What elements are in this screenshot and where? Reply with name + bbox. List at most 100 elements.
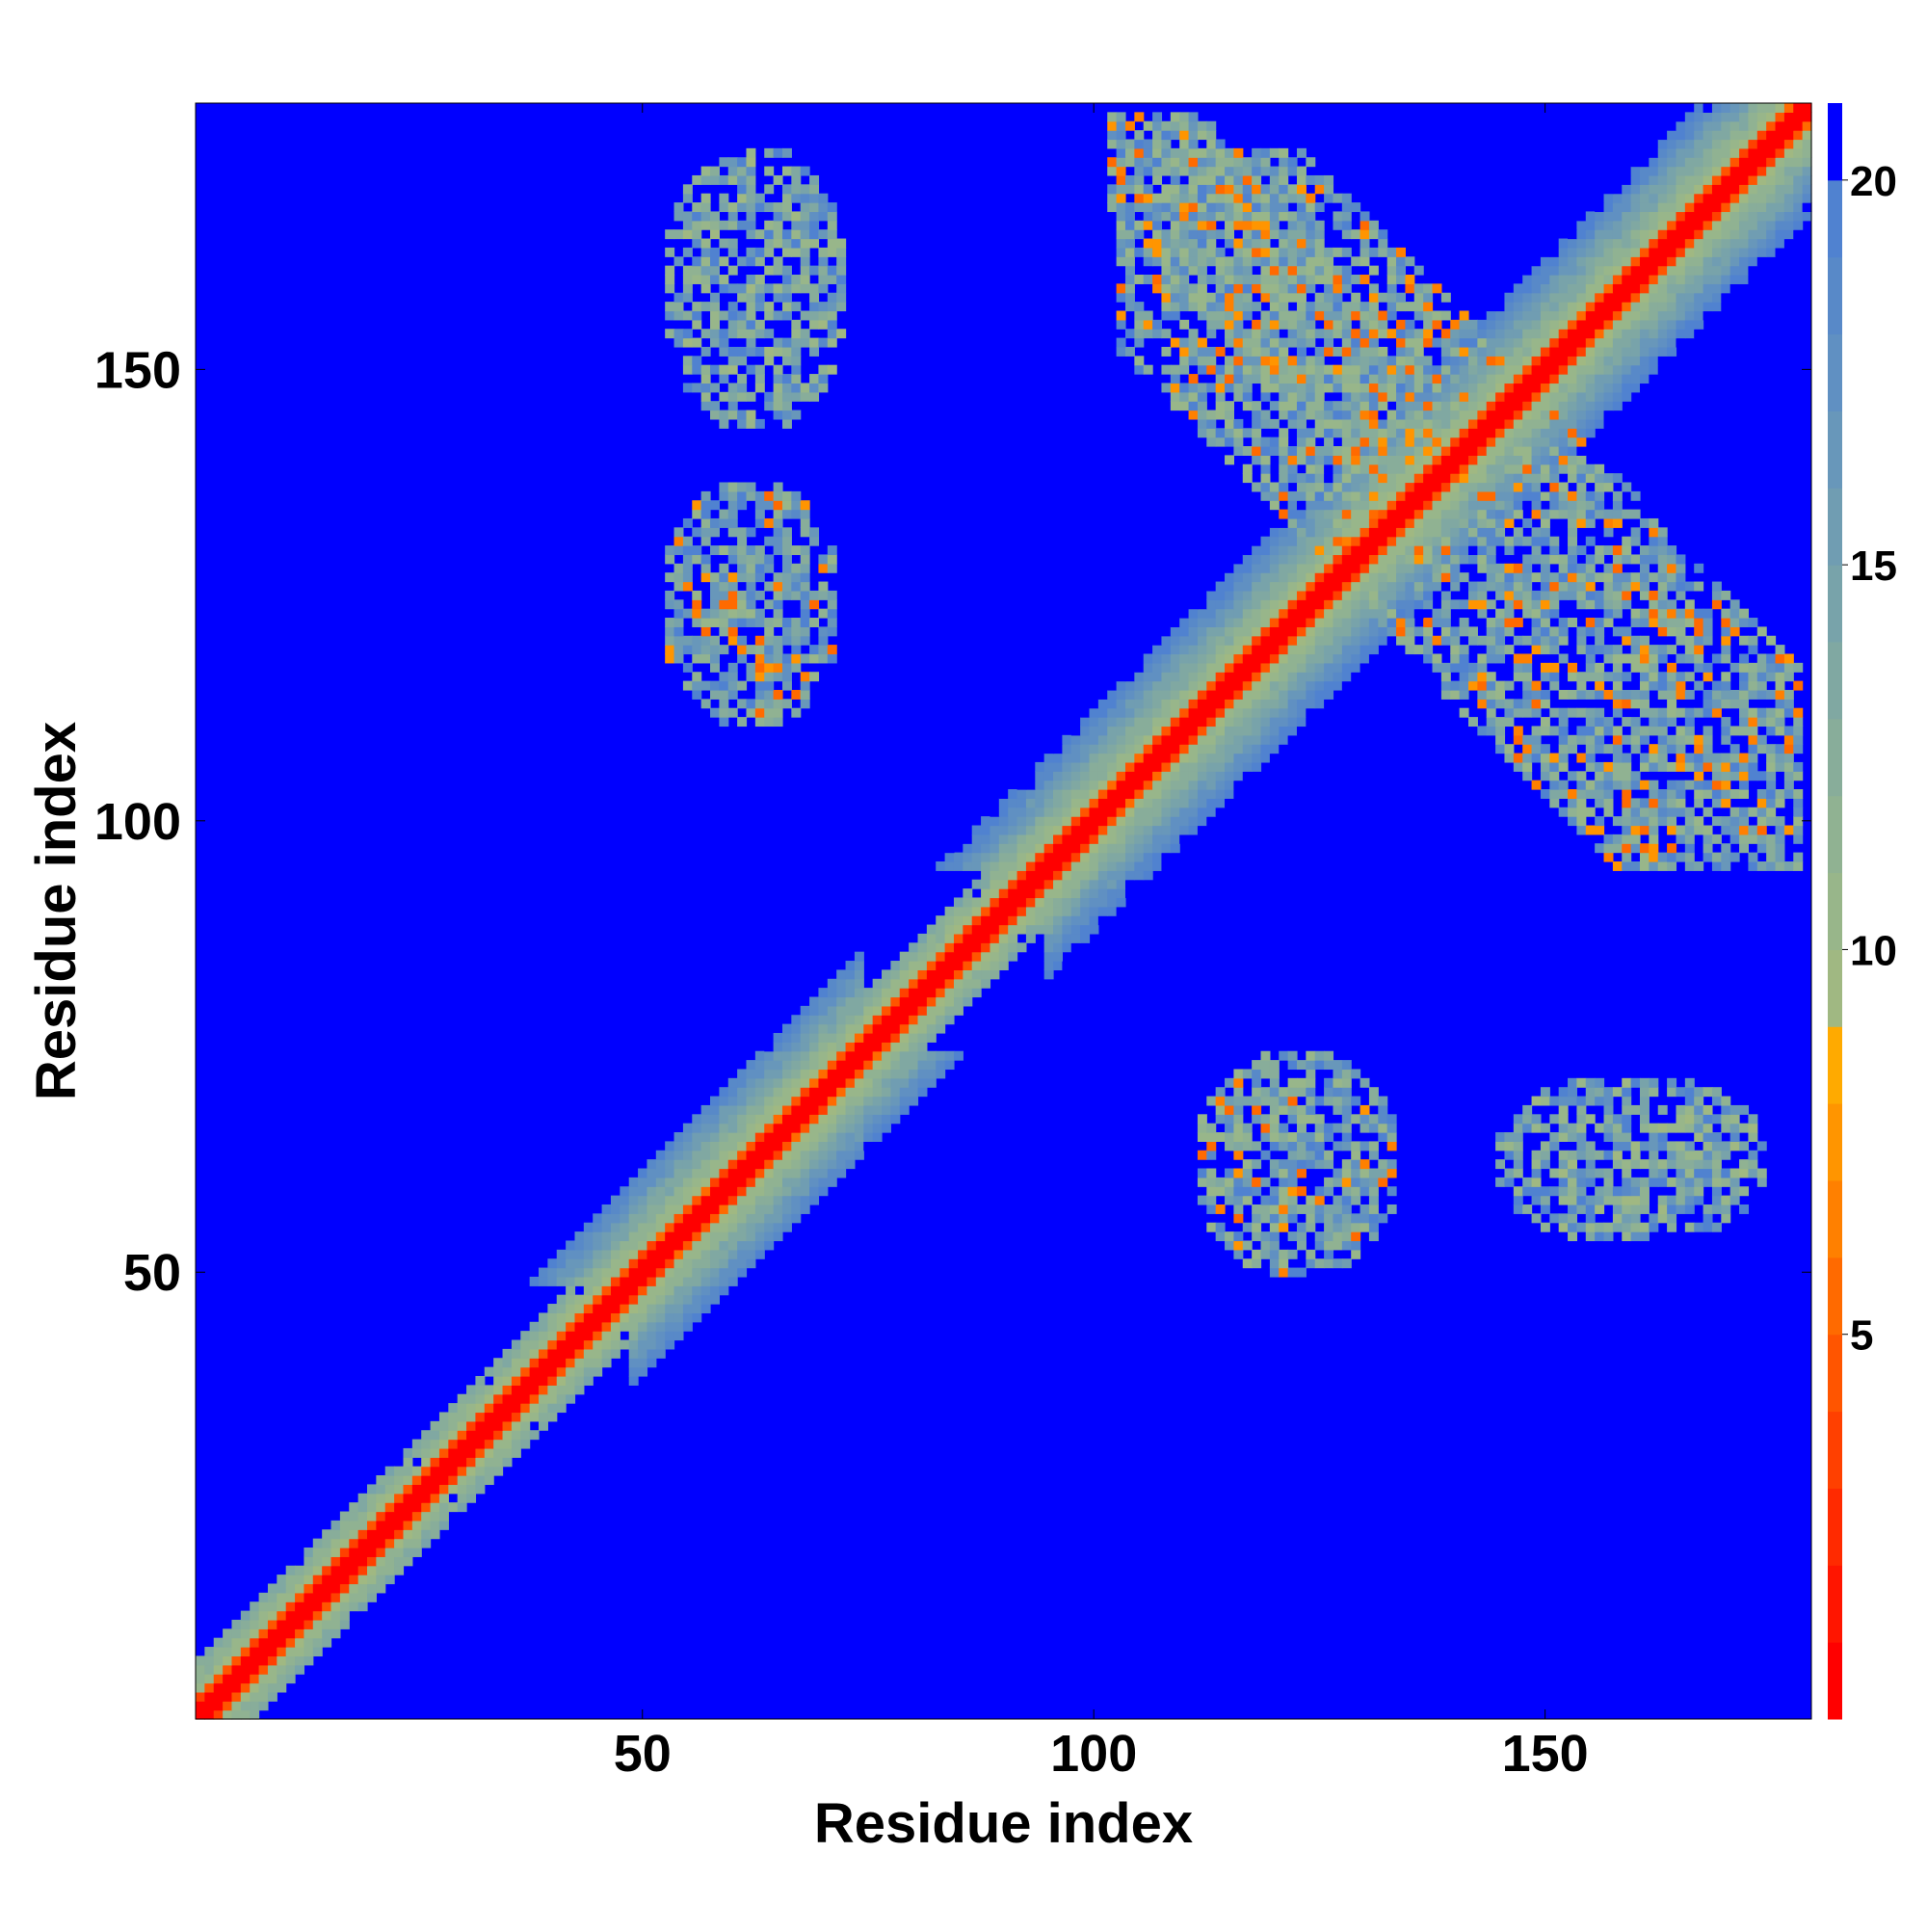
heatmap-cell [1116,707,1126,718]
heatmap-cell [448,1420,459,1431]
heatmap-cell [258,1682,269,1693]
heatmap-cell [1242,599,1253,610]
heatmap-cell [1279,1168,1289,1178]
heatmap-cell [1097,771,1108,781]
heatmap-cell [421,1493,432,1503]
heatmap-cell [764,1141,775,1151]
heatmap-cell [1215,798,1226,808]
heatmap-cell [836,1132,847,1142]
heatmap-cell [1225,744,1234,754]
heatmap-cell [376,1484,386,1495]
heatmap-cell [1495,653,1506,664]
heatmap-cell [1269,418,1280,429]
heatmap-cell [1386,410,1397,420]
heatmap-cell [1188,789,1199,799]
heatmap-cell [1260,707,1271,718]
heatmap-cell [1576,771,1587,781]
heatmap-cell [1124,761,1135,772]
heatmap-cell [1603,1231,1614,1242]
heatmap-cell [1467,473,1478,484]
heatmap-cell [1639,545,1650,556]
heatmap-cell [909,1050,919,1061]
heatmap-cell [1089,906,1099,916]
heatmap-cell [1197,761,1207,772]
heatmap-cell [1152,789,1163,799]
heatmap-cell [647,1204,657,1214]
heatmap-cell [1748,807,1758,817]
heatmap-cell [1721,843,1731,854]
heatmap-cell [1206,437,1217,447]
heatmap-cell [737,1231,748,1242]
heatmap-cell [845,1123,856,1133]
heatmap-cell [1549,1132,1560,1142]
heatmap-cell [583,1366,594,1377]
heatmap-cell [719,590,729,600]
heatmap-cell [1531,689,1542,700]
heatmap-cell [682,1150,693,1160]
heatmap-cell [1612,761,1623,772]
heatmap-cell [1612,860,1623,871]
heatmap-cell [1287,662,1298,673]
heatmap-cell [1324,473,1334,484]
heatmap-cell [1287,446,1298,456]
heatmap-cell [1269,490,1280,501]
heatmap-cell [1467,635,1478,646]
heatmap-cell [773,1222,783,1232]
heatmap-cell [403,1493,413,1503]
heatmap-cell [746,563,756,573]
heatmap-cell [1612,509,1623,519]
heatmap-cell [1252,455,1262,465]
heatmap-cell [1143,798,1153,808]
heatmap-cell [754,1060,765,1071]
heatmap-cell [1097,825,1108,835]
heatmap-cell [1324,563,1334,573]
heatmap-cell [240,1682,251,1693]
heatmap-cell [781,563,792,573]
heatmap-cell [1314,455,1325,465]
heatmap-cell [882,1005,891,1016]
heatmap-cell [1188,618,1199,627]
heatmap-cell [357,1547,368,1557]
heatmap-cell [1378,455,1388,465]
heatmap-cell [1368,446,1379,456]
heatmap-cell [1314,536,1325,546]
heatmap-cell [1748,834,1758,844]
heatmap-cell [1378,1132,1388,1142]
heatmap-cell [367,1565,377,1575]
heatmap-cell [1252,744,1262,754]
heatmap-cell [791,1204,802,1214]
heatmap-cell [1152,852,1163,862]
heatmap-cell [1306,490,1316,501]
heatmap-cell [1252,1077,1262,1088]
heatmap-cell [1279,699,1289,709]
heatmap-cell [1252,536,1262,546]
heatmap-cell [1513,482,1523,492]
heatmap-cell [1107,707,1118,718]
heatmap-cell [1269,1141,1280,1151]
heatmap-cell [1188,689,1199,700]
heatmap-cell [1225,1186,1234,1197]
heatmap-cell [1739,753,1750,763]
heatmap-cell [1450,401,1461,411]
heatmap-cell [1694,618,1704,627]
heatmap-cell [1639,653,1650,664]
heatmap-cell [1359,490,1370,501]
heatmap-cell [1766,771,1777,781]
heatmap-cell [773,1195,783,1205]
heatmap-cell [719,1186,729,1197]
heatmap-cell [1748,860,1758,871]
heatmap-cell [1143,689,1153,700]
heatmap-cell [1495,618,1506,627]
heatmap-cell [1233,780,1244,790]
heatmap-cell [322,1601,332,1612]
heatmap-cell [1595,473,1605,484]
heatmap-cell [1287,734,1298,745]
heatmap-cell [258,1628,269,1639]
heatmap-cell [638,1222,648,1232]
heatmap-cell [566,1339,576,1350]
heatmap-cell [556,1348,567,1359]
heatmap-cell [1450,473,1461,484]
heatmap-cell [421,1484,432,1495]
heatmap-cell [1531,1114,1542,1125]
heatmap-cell [1314,662,1325,673]
